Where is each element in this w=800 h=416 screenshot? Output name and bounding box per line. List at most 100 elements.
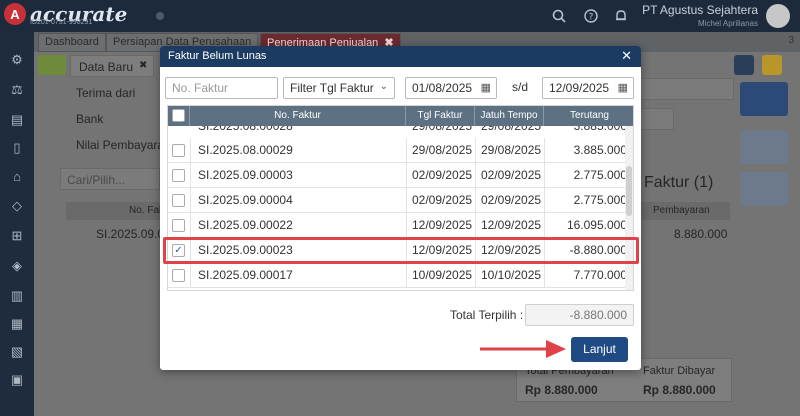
table-row[interactable]: SI.2025.09.00017 10/09/2025 10/10/2025 7… — [168, 263, 627, 288]
column-header-terutang[interactable]: Terutang — [570, 110, 609, 121]
cell-jatuh-tempo: 02/09/2025 — [481, 193, 542, 207]
data-baru-tab[interactable]: Data Baru ✖ — [70, 55, 154, 77]
cell-terutang: -8.880.000 — [569, 243, 627, 257]
logo-mark-icon: A — [4, 3, 26, 25]
filter-date-value: Filter Tgl Faktur — [290, 81, 374, 95]
gear-icon[interactable]: ⚙ — [11, 52, 23, 67]
row-checkbox-checked[interactable]: ✓ — [172, 244, 185, 257]
bag-icon[interactable]: ◇ — [12, 198, 22, 213]
help-icon[interactable]: ? — [583, 8, 599, 24]
bank-label: Bank — [76, 112, 104, 126]
company-info[interactable]: PT Agustus Sejahtera Michel Aprilianas — [642, 4, 758, 30]
bell-icon[interactable] — [613, 8, 629, 24]
logo-text: accurate — [30, 2, 128, 26]
table-header: No. Faktur Tgl Faktur Jatuh Tempo Teruta… — [168, 106, 633, 126]
close-icon[interactable]: ✕ — [621, 48, 632, 63]
row-checkbox[interactable] — [172, 219, 185, 232]
no-faktur-input[interactable]: No. Faktur — [165, 77, 278, 99]
inventory-icon[interactable]: ▦ — [10, 316, 24, 331]
logo-subtitle: ID201-0751-998291 — [30, 19, 93, 26]
total-pembayaran-value: Rp 8.880.000 — [525, 383, 598, 397]
chevron-down-icon: ⌄ — [379, 81, 388, 92]
app-logo[interactable]: A accurate — [4, 3, 127, 25]
cell-no-faktur: SI.2025.09.00023 — [198, 243, 293, 257]
company-name: PT Agustus Sejahtera — [642, 3, 758, 17]
faktur-dibayar-value: Rp 8.880.000 — [643, 383, 716, 397]
list-icon[interactable] — [38, 55, 66, 75]
user-name: Michel Aprilianas — [697, 19, 758, 28]
column-header-no-faktur[interactable]: No. Faktur — [190, 106, 406, 126]
row-checkbox[interactable] — [172, 144, 185, 157]
scrollbar-thumb[interactable] — [626, 166, 632, 216]
date-range-separator: s/d — [512, 80, 529, 94]
table-scrollbar[interactable] — [625, 126, 633, 290]
lightbulb-icon[interactable] — [762, 55, 782, 75]
bank-icon[interactable]: ⌂ — [13, 168, 21, 184]
cell-no-faktur: SI.2025.09.00022 — [198, 218, 293, 232]
date-from-value: 01/08/2025 — [412, 81, 473, 95]
date-to-value: 12/09/2025 — [549, 81, 610, 95]
lanjut-button[interactable]: Lanjut — [571, 337, 628, 362]
cell-terutang: 7.770.000 — [573, 268, 627, 282]
settings-icon[interactable]: ▣ — [10, 372, 24, 387]
cell-no-faktur: SI.2025.09.00003 — [198, 168, 293, 182]
cell-terutang: 2.775.000 — [573, 168, 627, 182]
date-to-input[interactable]: 12/09/2025 ▦ — [542, 77, 634, 99]
search-icon[interactable] — [551, 8, 567, 24]
column-header-tgl-faktur[interactable]: Tgl Faktur — [406, 106, 475, 126]
tab-dashboard[interactable]: Dashboard — [38, 33, 106, 52]
tab-count: 3 — [788, 35, 794, 46]
chart-icon[interactable]: ▥ — [10, 288, 24, 303]
close-icon[interactable]: ✖ — [139, 60, 148, 71]
cart-icon[interactable]: ⊞ — [11, 228, 23, 243]
shopping-bag-icon[interactable]: ◈ — [12, 258, 22, 273]
terima-dari-label: Terima dari — [76, 86, 136, 100]
search-placeholder: Cari/Pilih... — [67, 173, 126, 187]
cell-tgl-faktur: 12/09/2025 — [412, 243, 473, 257]
table-row[interactable]: SI.2025.09.00003 02/09/2025 02/09/2025 2… — [168, 163, 627, 188]
avatar[interactable] — [766, 4, 790, 28]
calendar-icon[interactable]: ▦ — [480, 82, 491, 94]
table-row[interactable]: SI.2025.08.00029 29/08/2025 29/08/2025 3… — [168, 138, 627, 163]
date-from-input[interactable]: 01/08/2025 ▦ — [405, 77, 497, 99]
table-row[interactable]: SI.2025.09.00004 02/09/2025 02/09/2025 2… — [168, 188, 627, 213]
building-icon[interactable]: ▤ — [10, 112, 24, 127]
cell-jatuh-tempo: 29/08/2025 — [481, 143, 542, 157]
nilai-pembayaran-label: Nilai Pembayaran — [76, 138, 171, 152]
cell-no-faktur: SI.2025.09.00017 — [198, 268, 293, 282]
select-all-cell[interactable] — [168, 106, 190, 126]
cell-tgl-faktur: 10/09/2025 — [412, 268, 473, 282]
row-checkbox[interactable] — [172, 169, 185, 182]
terima-dari-select[interactable] — [634, 78, 734, 100]
cell-tgl-faktur: 02/09/2025 — [412, 193, 473, 207]
table-row-selected[interactable]: ✓ SI.2025.09.00023 12/09/2025 12/09/2025… — [168, 238, 627, 263]
search-field[interactable]: Cari/Pilih... — [60, 168, 160, 190]
row-checkbox[interactable] — [172, 194, 185, 207]
scale-icon[interactable]: ⚖ — [11, 82, 23, 97]
close-icon[interactable]: ✖ — [384, 37, 394, 49]
side-nav: ⚙ ⚖ ▤ ▯ ⌂ ◇ ⊞ ◈ ▥ ▦ ▧ ▣ — [0, 32, 34, 416]
cell-no-faktur: SI.2025.08.00029 — [198, 143, 293, 157]
cell-jatuh-tempo: 12/09/2025 — [481, 218, 542, 232]
cell-tgl-faktur: 29/08/2025 — [412, 143, 473, 157]
cell-jatuh-tempo: 12/09/2025 — [481, 243, 542, 257]
calendar-icon[interactable]: ▦ — [617, 82, 628, 94]
row-checkbox[interactable] — [172, 269, 185, 282]
table-row[interactable]: SI.2025.09.00022 12/09/2025 12/09/2025 1… — [168, 213, 627, 238]
filter-date-select[interactable]: Filter Tgl Faktur ⌄ — [283, 77, 395, 99]
attachment-button[interactable] — [740, 172, 788, 206]
settings-icon[interactable] — [734, 55, 754, 75]
column-header: Pembayaran — [653, 205, 710, 216]
column-header-jatuh-tempo[interactable]: Jatuh Tempo — [475, 106, 544, 126]
column-header: No. Faktur — [129, 205, 176, 216]
faktur-belum-lunas-modal: Faktur Belum Lunas ✕ No. Faktur Filter T… — [160, 46, 641, 370]
document-icon[interactable]: ▯ — [13, 140, 21, 155]
document-button[interactable] — [740, 130, 788, 164]
save-button[interactable] — [740, 82, 788, 116]
total-terpilih-label: Total Terpilih : — [450, 308, 524, 322]
status-dot-icon — [156, 12, 164, 20]
tab-label: Dashboard — [45, 36, 99, 48]
cell-jatuh-tempo: 02/09/2025 — [481, 168, 542, 182]
report-icon[interactable]: ▧ — [10, 344, 24, 359]
select-all-checkbox[interactable] — [172, 109, 185, 122]
